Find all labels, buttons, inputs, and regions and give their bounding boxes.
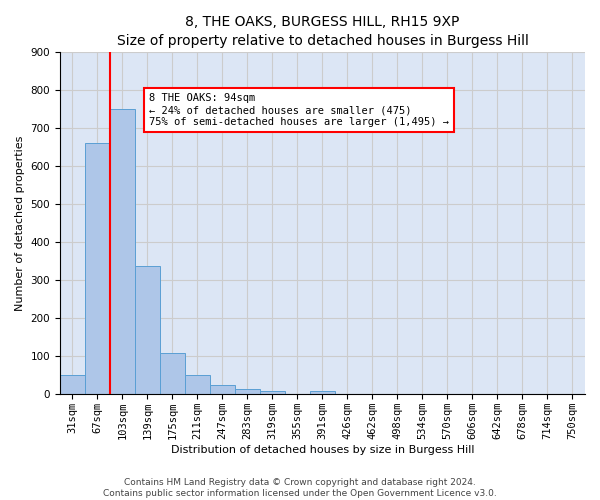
Bar [60, 376, 85, 394]
Bar [210, 385, 235, 394]
Text: 8 THE OAKS: 94sqm
← 24% of detached houses are smaller (475)
75% of semi-detache: 8 THE OAKS: 94sqm ← 24% of detached hous… [149, 94, 449, 126]
Bar [310, 392, 335, 394]
X-axis label: Distribution of detached houses by size in Burgess Hill: Distribution of detached houses by size … [171, 445, 474, 455]
Bar [135, 266, 160, 394]
Y-axis label: Number of detached properties: Number of detached properties [15, 136, 25, 311]
Bar [85, 143, 110, 395]
Title: 8, THE OAKS, BURGESS HILL, RH15 9XP
Size of property relative to detached houses: 8, THE OAKS, BURGESS HILL, RH15 9XP Size… [116, 15, 529, 48]
Bar [110, 110, 135, 395]
Bar [235, 389, 260, 394]
Bar [160, 354, 185, 395]
Bar [260, 390, 285, 394]
Bar [185, 376, 210, 394]
Text: Contains HM Land Registry data © Crown copyright and database right 2024.
Contai: Contains HM Land Registry data © Crown c… [103, 478, 497, 498]
